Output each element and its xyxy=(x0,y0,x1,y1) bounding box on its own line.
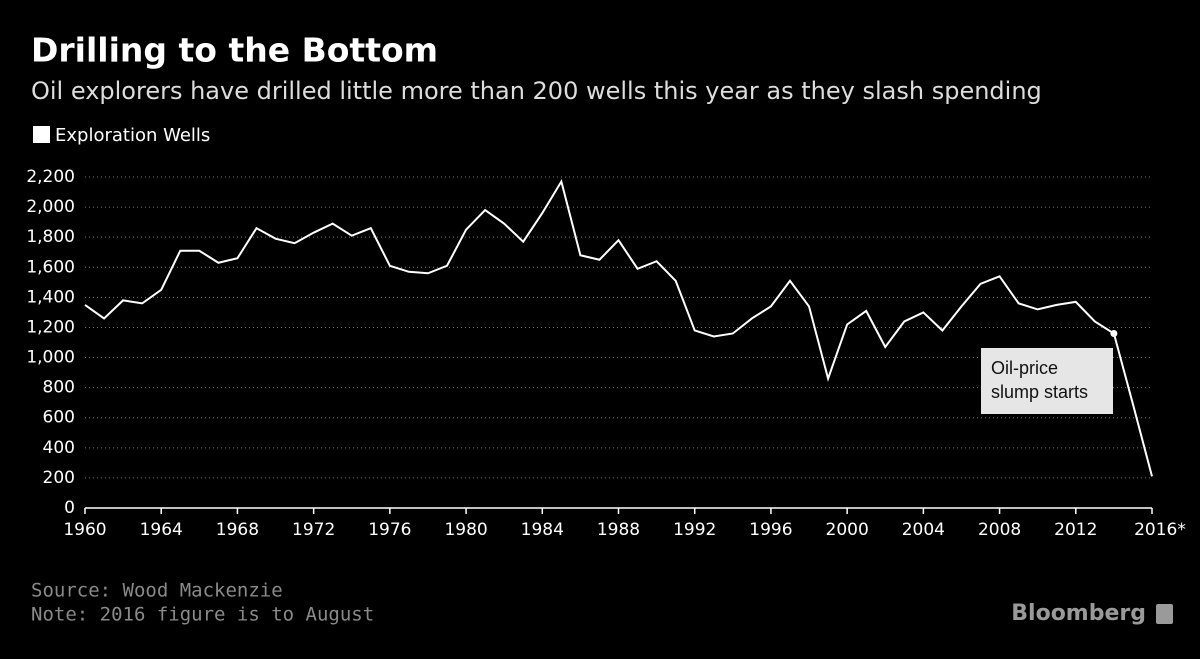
x-tick-label: 1968 xyxy=(216,520,259,540)
x-tick-label: 1992 xyxy=(673,520,716,540)
x-tick-label: 2000 xyxy=(826,520,869,540)
y-tick-label: 1,800 xyxy=(26,227,75,247)
y-tick-label: 200 xyxy=(43,468,75,488)
y-tick-label: 400 xyxy=(43,438,75,458)
chart-subtitle: Oil explorers have drilled little more t… xyxy=(31,77,1042,105)
annotation-text: slump starts xyxy=(991,382,1088,402)
x-tick-label: 1972 xyxy=(292,520,335,540)
annotation-marker xyxy=(1110,329,1118,337)
x-tick-label: 2016* xyxy=(1134,520,1186,540)
y-tick-label: 1,400 xyxy=(26,287,75,307)
x-tick-label: 1976 xyxy=(368,520,411,540)
annotation-box xyxy=(981,348,1113,414)
source-note: Source: Wood Mackenzie xyxy=(31,580,283,602)
legend-label: Exploration Wells xyxy=(55,125,210,146)
brand-logo: Bloomberg xyxy=(1011,601,1146,626)
y-tick-label: 0 xyxy=(64,498,75,518)
x-tick-label: 2012 xyxy=(1054,520,1097,540)
x-tick-label: 2004 xyxy=(902,520,945,540)
legend-swatch xyxy=(33,126,50,143)
x-tick-label: 2008 xyxy=(978,520,1021,540)
y-tick-label: 1,600 xyxy=(26,257,75,277)
x-tick-label: 1988 xyxy=(597,520,640,540)
x-tick-label: 1984 xyxy=(521,520,564,540)
x-tick-label: 1980 xyxy=(444,520,487,540)
x-tick-label: 1996 xyxy=(749,520,792,540)
brand-icon xyxy=(1156,604,1173,624)
y-tick-label: 2,000 xyxy=(26,197,75,217)
x-tick-label: 1964 xyxy=(140,520,183,540)
y-tick-label: 2,200 xyxy=(26,167,75,187)
x-tick-label: 1960 xyxy=(63,520,106,540)
y-tick-label: 1,200 xyxy=(26,317,75,337)
y-tick-label: 1,000 xyxy=(26,348,75,368)
data-line xyxy=(84,178,1153,477)
annotation-text: Oil-price xyxy=(991,358,1058,378)
y-tick-label: 600 xyxy=(43,408,75,428)
y-tick-label: 800 xyxy=(43,378,75,398)
chart-title: Drilling to the Bottom xyxy=(31,31,438,70)
footnote: Note: 2016 figure is to August xyxy=(31,604,374,626)
